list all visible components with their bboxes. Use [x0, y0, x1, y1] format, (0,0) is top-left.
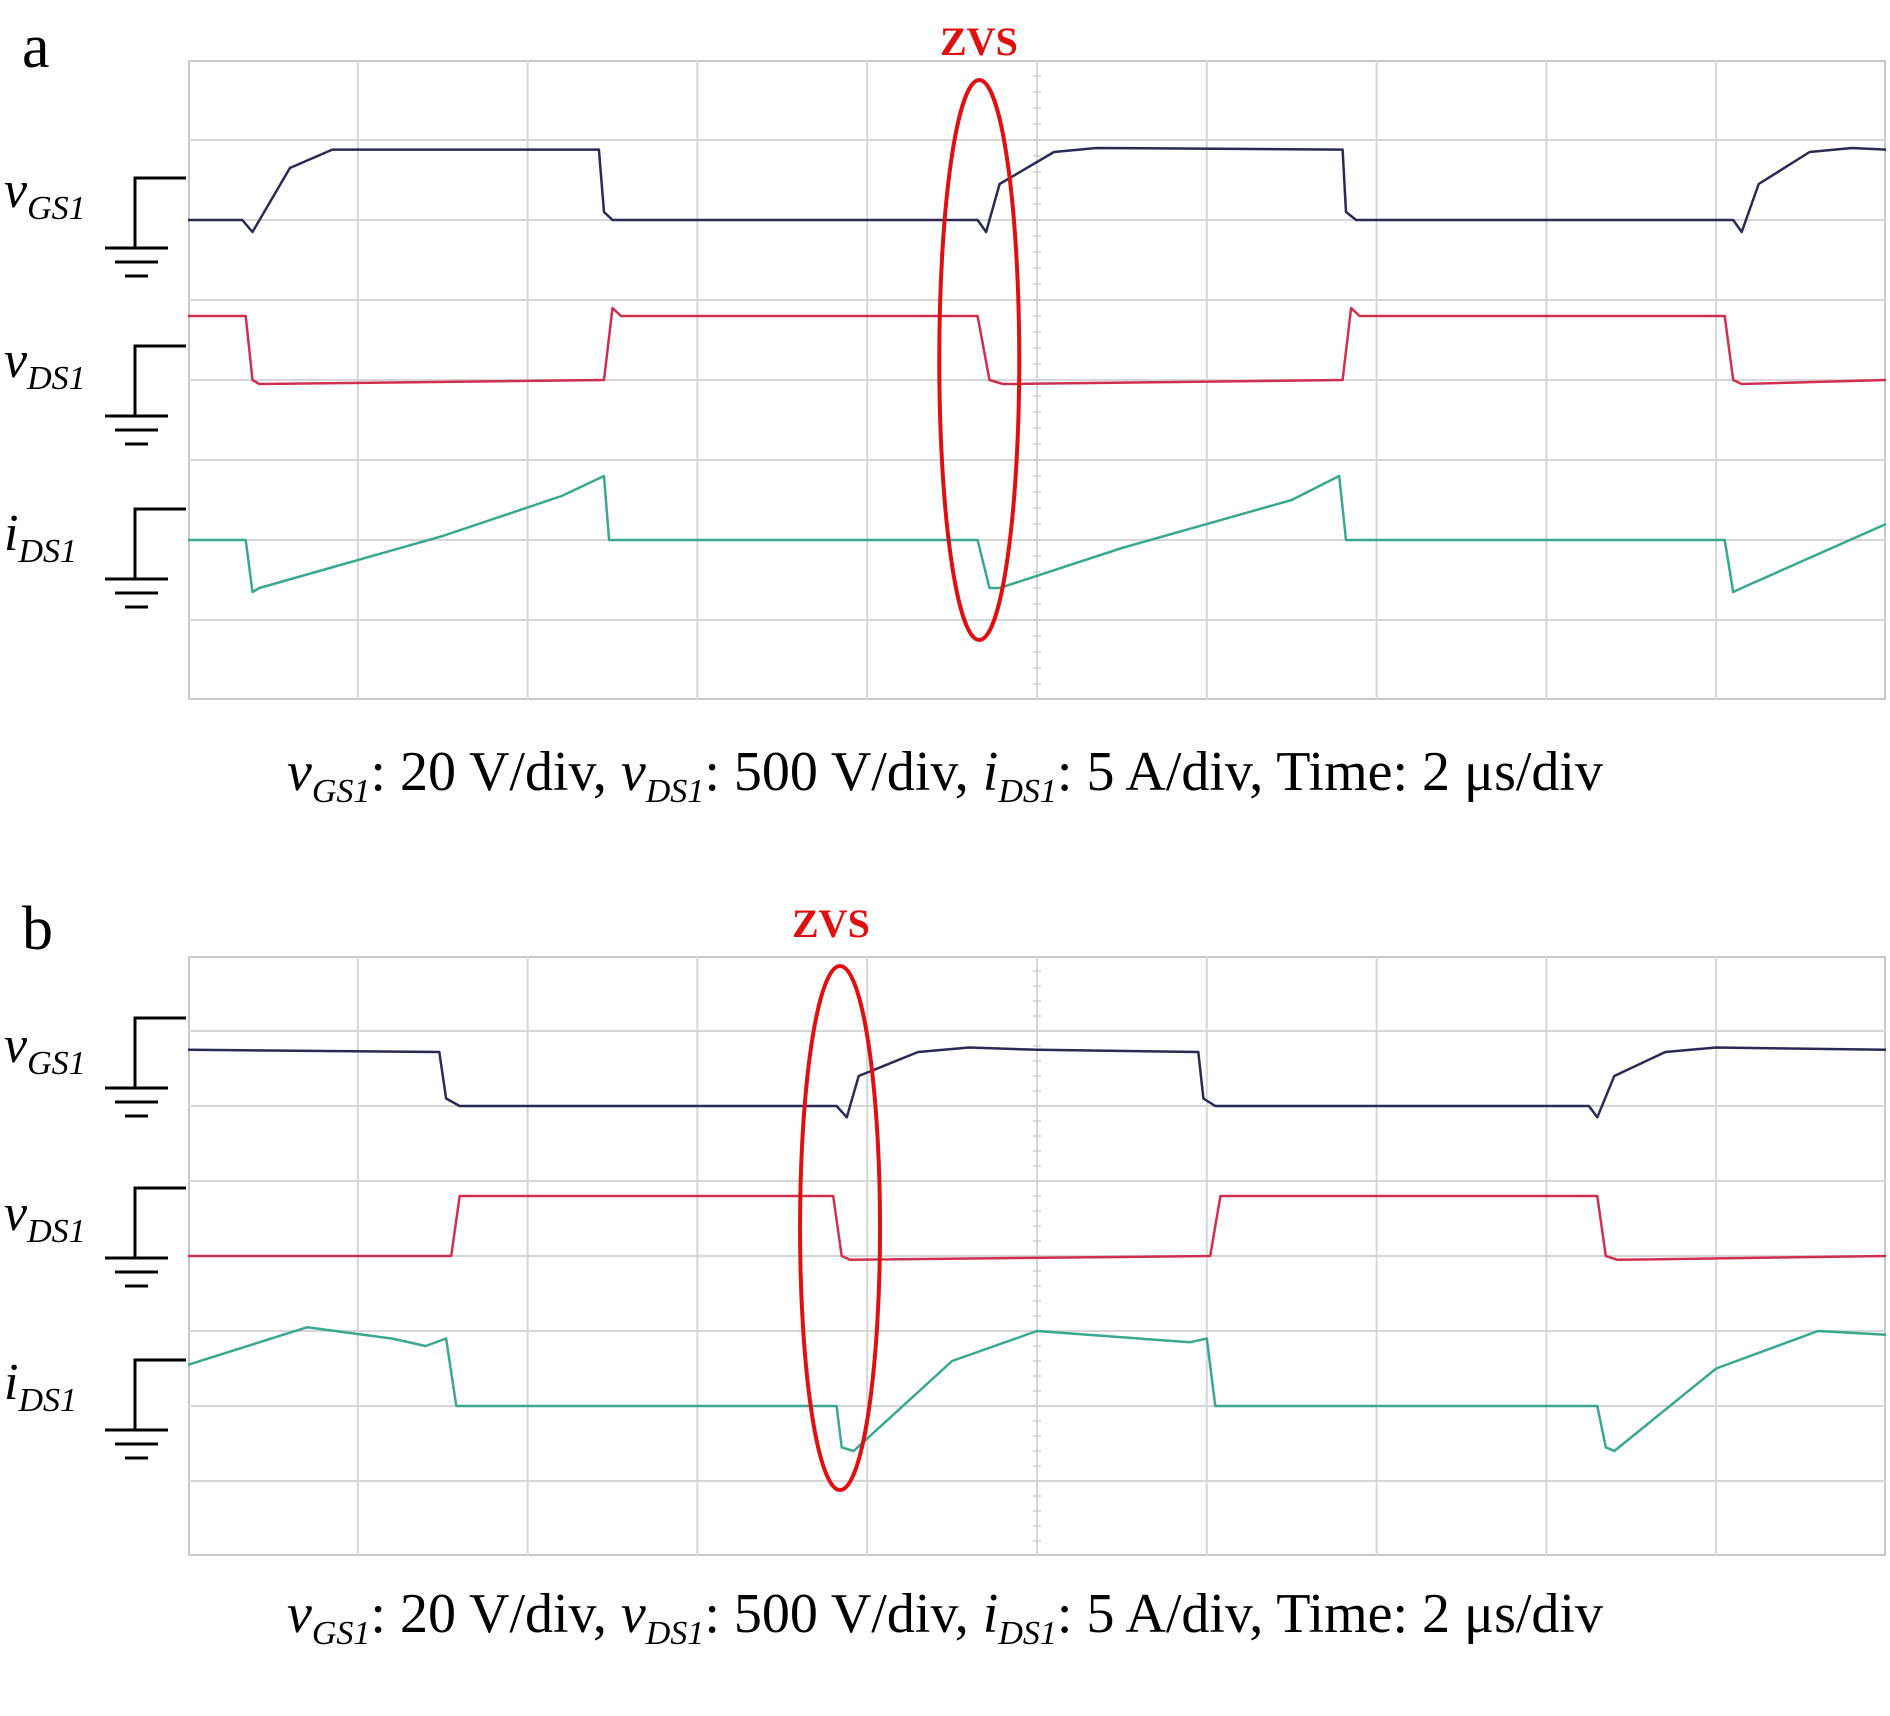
- oscilloscope-plot-a: [188, 60, 1886, 700]
- trace-vds1: [188, 306, 1886, 386]
- oscilloscope-plot-b: [188, 956, 1886, 1556]
- trace-ids1: [188, 474, 1886, 594]
- ground-icon: [105, 1358, 186, 1460]
- caption-b: vGS1: 20 V/div, vDS1: 500 V/div, iDS1: 5…: [287, 1583, 1603, 1652]
- panel-b: b ZVS vGS1 vDS1 iDS1 vGS1: 20 V/div, vDS…: [0, 882, 1890, 1716]
- trace-vgs1: [188, 146, 1886, 234]
- ground-icon: [105, 1016, 186, 1118]
- channel-label-vds1: vDS1: [4, 332, 86, 397]
- channel-label-vgs1: vGS1: [4, 162, 86, 227]
- panel-a: a ZVS vGS1 vDS1 iDS1 vGS1: 20 V/div, vDS…: [0, 0, 1890, 834]
- trace-vgs1: [188, 1046, 1886, 1119]
- panel-label: a: [22, 13, 50, 81]
- zvs-ellipse: [798, 964, 883, 1492]
- zvs-ellipse: [937, 78, 1022, 642]
- ground-icon: [105, 507, 186, 609]
- channel-label-vgs1: vGS1: [4, 1017, 86, 1082]
- ground-icon: [105, 176, 186, 278]
- ground-symbols: [105, 1016, 186, 1460]
- ground-icon: [105, 344, 186, 446]
- ground-icon: [105, 1186, 186, 1288]
- zvs-annotation: ZVS: [792, 901, 870, 946]
- channel-label-ids1: iDS1: [4, 1354, 78, 1419]
- trace-vds1: [188, 1194, 1886, 1262]
- zvs-annotation: ZVS: [940, 19, 1018, 64]
- trace-ids1: [188, 1326, 1886, 1453]
- caption-a: vGS1: 20 V/div, vDS1: 500 V/div, iDS1: 5…: [287, 741, 1603, 810]
- channel-label-ids1: iDS1: [4, 505, 78, 570]
- channel-label-vds1: vDS1: [4, 1185, 86, 1250]
- panel-label: b: [22, 895, 53, 963]
- ground-symbols: [105, 176, 186, 609]
